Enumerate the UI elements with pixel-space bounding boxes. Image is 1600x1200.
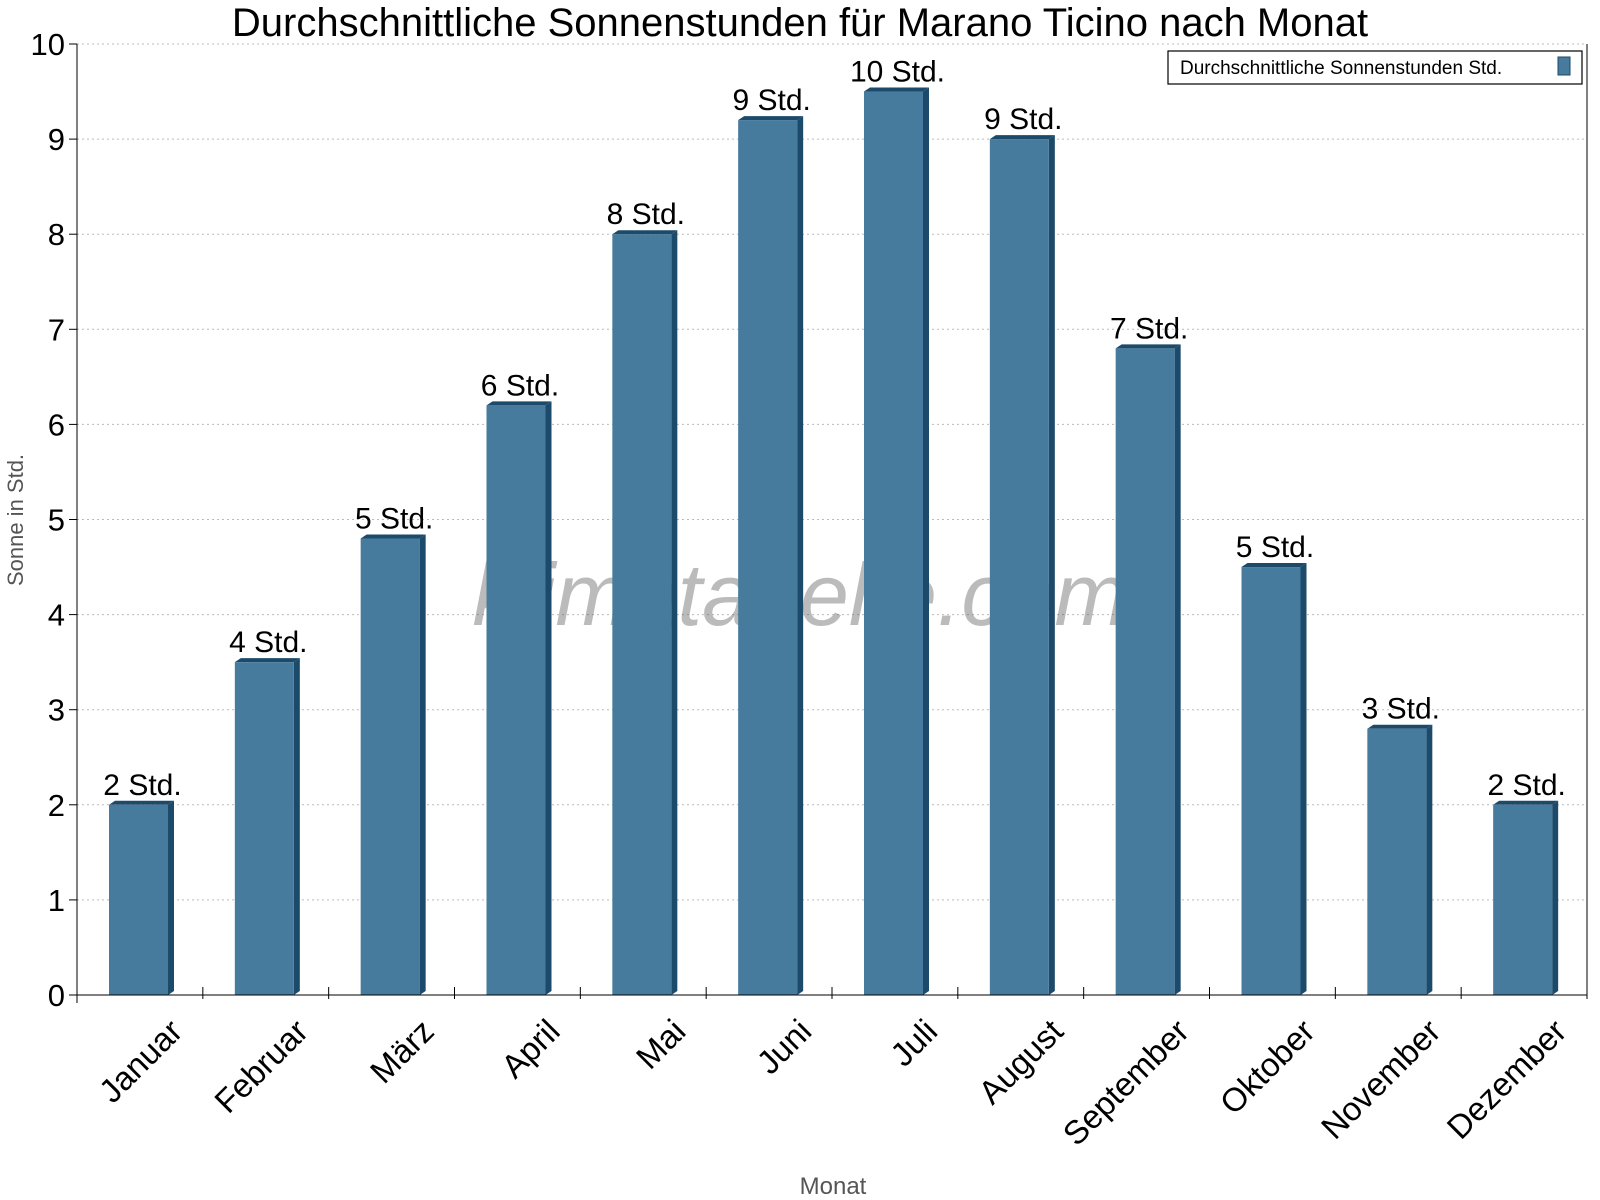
data-label: 2 Std. bbox=[1487, 769, 1565, 802]
x-tick-label: November bbox=[1314, 1012, 1448, 1146]
y-tick-label: 0 bbox=[48, 978, 65, 1013]
legend: Durchschnittliche Sonnenstunden Std. bbox=[1167, 50, 1583, 85]
bar-side bbox=[1552, 800, 1559, 995]
y-tick-label: 6 bbox=[48, 407, 65, 442]
bar-top bbox=[109, 800, 174, 805]
bar bbox=[1115, 348, 1175, 995]
data-label: 6 Std. bbox=[481, 369, 559, 402]
data-label: 2 Std. bbox=[103, 769, 181, 802]
bar-top bbox=[1367, 724, 1433, 729]
data-label: 5 Std. bbox=[1236, 531, 1314, 564]
legend-label: Durchschnittliche Sonnenstunden Std. bbox=[1180, 58, 1502, 79]
bar-side bbox=[1426, 724, 1433, 995]
bar bbox=[1241, 567, 1301, 995]
x-tick-label: Januar bbox=[92, 1012, 190, 1110]
x-tick-label: Oktober bbox=[1213, 1012, 1322, 1121]
x-tick-label: Dezember bbox=[1440, 1012, 1574, 1146]
data-label: 4 Std. bbox=[229, 626, 307, 659]
bar-side bbox=[1174, 344, 1181, 995]
bar bbox=[612, 234, 672, 995]
bar-top bbox=[360, 534, 426, 539]
x-tick-label: Juni bbox=[749, 1012, 818, 1081]
y-tick-label: 2 bbox=[48, 788, 65, 823]
bar bbox=[864, 91, 923, 996]
y-axis-label: Sonne in Std. bbox=[3, 454, 28, 586]
data-label: 7 Std. bbox=[1110, 312, 1188, 345]
y-tick-label: 1 bbox=[48, 883, 65, 918]
data-label: 3 Std. bbox=[1362, 693, 1440, 726]
bar-side bbox=[923, 87, 929, 996]
data-label: 8 Std. bbox=[607, 198, 685, 231]
y-tick-label: 8 bbox=[48, 217, 65, 252]
grid-lines bbox=[77, 43, 1587, 901]
y-tick-label: 7 bbox=[48, 312, 65, 347]
bar bbox=[989, 139, 1049, 996]
y-tick-label: 10 bbox=[31, 27, 65, 62]
bar-side bbox=[419, 534, 426, 995]
bar-side bbox=[797, 116, 804, 995]
data-label: 9 Std. bbox=[732, 84, 810, 117]
bar-side bbox=[168, 800, 174, 995]
bar bbox=[1493, 804, 1553, 995]
bar-top bbox=[234, 658, 300, 663]
bar-top bbox=[1115, 344, 1181, 349]
bar bbox=[738, 120, 798, 995]
y-tick-label: 3 bbox=[48, 693, 65, 728]
bar bbox=[486, 405, 546, 995]
legend-swatch bbox=[1557, 56, 1571, 76]
chart-title: Durchschnittliche Sonnenstunden für Mara… bbox=[232, 1, 1368, 45]
x-tick-label: Juli bbox=[883, 1012, 944, 1073]
x-tick-label: August bbox=[971, 1012, 1070, 1111]
bars: 2 Std. 4 Std. 5 Std. 6 Std. 8 Std. 9 Std. 10 S… bbox=[103, 56, 1566, 996]
bar-top bbox=[1493, 800, 1559, 805]
bar bbox=[234, 662, 294, 995]
bar bbox=[360, 538, 420, 995]
bar-top bbox=[612, 230, 678, 235]
bar-side bbox=[671, 230, 678, 995]
y-tick-label: 9 bbox=[48, 122, 65, 157]
data-label: 5 Std. bbox=[355, 503, 433, 536]
bar-side bbox=[1300, 563, 1307, 995]
bar-side bbox=[293, 658, 300, 995]
bar-top bbox=[738, 116, 804, 121]
bar bbox=[109, 804, 168, 995]
x-tick-label: September bbox=[1056, 1012, 1196, 1152]
bar-top bbox=[989, 135, 1055, 140]
x-tick-label: Februar bbox=[207, 1012, 315, 1120]
x-tick-label: April bbox=[494, 1012, 567, 1085]
x-tick-label: Mai bbox=[629, 1012, 693, 1076]
data-label: 10 Std. bbox=[850, 56, 945, 89]
bar bbox=[1367, 728, 1427, 995]
bar-top bbox=[864, 87, 929, 92]
y-tick-label: 4 bbox=[48, 598, 65, 633]
bar-side bbox=[545, 401, 552, 995]
bar-top bbox=[1241, 563, 1307, 568]
bar-top bbox=[486, 401, 552, 406]
bar-side bbox=[1048, 135, 1055, 996]
x-axis-label: Monat bbox=[800, 1173, 867, 1200]
data-label: 9 Std. bbox=[984, 103, 1062, 136]
x-tick-label: März bbox=[363, 1012, 441, 1090]
y-tick-label: 5 bbox=[48, 503, 65, 538]
